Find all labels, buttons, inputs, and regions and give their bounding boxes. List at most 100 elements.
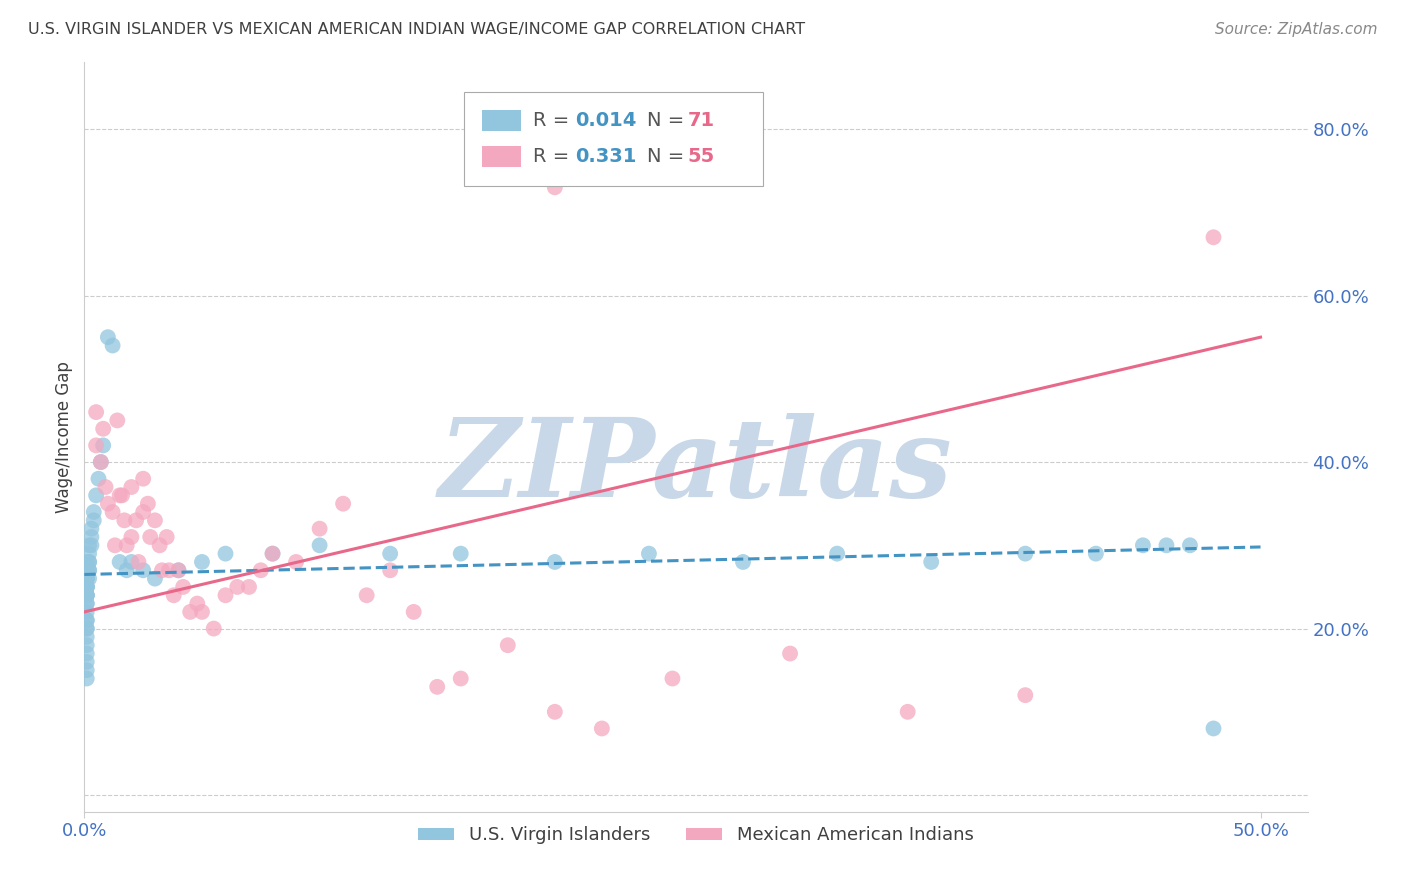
Point: [77, 555, 100, 569]
Point: [125, 513, 148, 527]
Text: 0.014: 0.014: [575, 111, 637, 129]
Point: [120, 530, 142, 544]
Point: [356, 588, 378, 602]
Point: [132, 563, 155, 577]
Text: 0.331: 0.331: [575, 146, 637, 166]
Point: [104, 538, 127, 552]
Point: [402, 605, 425, 619]
Point: [262, 547, 284, 561]
Point: [97, 330, 120, 344]
Text: U.S. VIRGIN ISLANDER VS MEXICAN AMERICAN INDIAN WAGE/INCOME GAP CORRELATION CHAR: U.S. VIRGIN ISLANDER VS MEXICAN AMERICAN…: [28, 22, 806, 37]
Point: [108, 488, 131, 502]
Point: [143, 513, 166, 527]
Point: [136, 497, 159, 511]
Point: [101, 338, 124, 352]
Text: R =: R =: [533, 146, 576, 166]
Point: [76, 580, 98, 594]
Text: R =: R =: [533, 111, 576, 129]
Point: [1014, 547, 1036, 561]
Point: [91, 422, 114, 436]
Point: [249, 563, 271, 577]
Point: [87, 472, 110, 486]
Point: [450, 672, 472, 686]
Point: [112, 513, 135, 527]
Y-axis label: Wage/Income Gap: Wage/Income Gap: [55, 361, 73, 513]
Point: [132, 472, 155, 486]
Point: [76, 572, 98, 586]
Point: [76, 588, 98, 602]
Point: [167, 563, 190, 577]
Point: [226, 580, 249, 594]
Text: 55: 55: [688, 146, 714, 166]
Point: [77, 563, 100, 577]
Point: [76, 588, 98, 602]
Point: [285, 555, 308, 569]
Legend: U.S. Virgin Islanders, Mexican American Indians: U.S. Virgin Islanders, Mexican American …: [411, 819, 981, 851]
Point: [544, 555, 567, 569]
Point: [76, 647, 98, 661]
Point: [77, 563, 100, 577]
Point: [186, 597, 208, 611]
Point: [496, 638, 519, 652]
Point: [426, 680, 449, 694]
Point: [91, 438, 114, 452]
Point: [1156, 538, 1178, 552]
FancyBboxPatch shape: [464, 93, 763, 186]
Point: [1014, 688, 1036, 702]
Point: [238, 580, 260, 594]
Point: [308, 538, 330, 552]
Point: [80, 522, 103, 536]
Point: [101, 505, 124, 519]
Point: [76, 597, 98, 611]
Point: [115, 538, 138, 552]
Point: [1202, 230, 1225, 244]
Point: [661, 672, 683, 686]
Point: [83, 505, 105, 519]
Point: [920, 555, 942, 569]
Point: [825, 547, 848, 561]
Text: N =: N =: [647, 146, 690, 166]
Point: [76, 613, 98, 627]
Point: [214, 588, 236, 602]
Point: [76, 580, 98, 594]
Point: [94, 480, 117, 494]
Point: [76, 563, 98, 577]
Point: [450, 547, 472, 561]
Point: [308, 522, 330, 536]
Point: [143, 572, 166, 586]
FancyBboxPatch shape: [482, 110, 522, 130]
Point: [76, 663, 98, 677]
Point: [779, 647, 801, 661]
Point: [76, 580, 98, 594]
Point: [332, 497, 354, 511]
Point: [83, 513, 105, 527]
Point: [76, 563, 98, 577]
Point: [76, 605, 98, 619]
Point: [167, 563, 190, 577]
Point: [76, 655, 98, 669]
Point: [262, 547, 284, 561]
Point: [179, 605, 201, 619]
Point: [127, 555, 149, 569]
Point: [202, 622, 225, 636]
Point: [163, 588, 186, 602]
Point: [150, 563, 173, 577]
FancyBboxPatch shape: [482, 145, 522, 167]
Point: [84, 488, 107, 502]
Point: [76, 672, 98, 686]
Point: [76, 580, 98, 594]
Point: [76, 638, 98, 652]
Point: [1178, 538, 1201, 552]
Point: [111, 488, 134, 502]
Point: [105, 413, 128, 427]
Point: [132, 505, 155, 519]
Point: [544, 705, 567, 719]
Point: [84, 438, 107, 452]
Point: [76, 555, 98, 569]
Point: [544, 180, 567, 194]
Point: [77, 538, 100, 552]
Point: [76, 622, 98, 636]
Point: [172, 580, 194, 594]
Text: 71: 71: [688, 111, 714, 129]
Point: [380, 563, 402, 577]
